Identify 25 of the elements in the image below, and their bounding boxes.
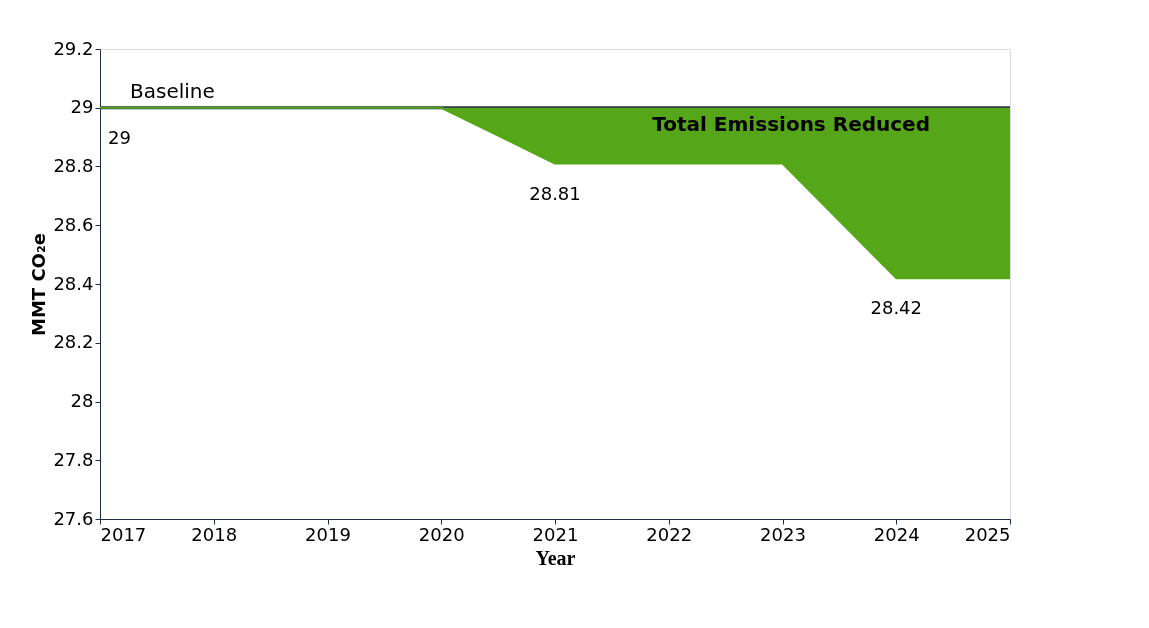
y-tick-label: 29.2 [53,37,94,59]
data-label: 29 [108,126,131,148]
data-label: 28.81 [529,182,581,204]
data-label: 28.42 [870,297,923,319]
x-tick-label: 2025 [964,523,1011,545]
y-tick-label: 28.2 [53,331,94,353]
y-tick-label: 27.6 [53,507,94,529]
y-tick-label: 28.8 [53,155,94,176]
annotation: Total Emissions Reduced [652,112,930,136]
y-axis-title: MMT CO₂e [28,233,50,336]
x-tick-label: 2022 [646,523,693,545]
x-tick-label: 2023 [760,523,806,545]
x-axis-title: Year [535,546,576,569]
x-tick-label: 2018 [191,523,238,545]
series-label: Baseline [130,78,215,103]
x-tick-label: 2020 [418,523,465,545]
x-tick-label: 2024 [873,523,920,545]
x-tick-label: 2019 [305,523,351,545]
y-tick-label: 28 [70,390,94,411]
y-tick-label: 28.4 [53,272,94,294]
x-tick-label: 2021 [532,523,579,545]
x-tick-label: 2017 [100,523,147,545]
y-tick-label: 29 [70,96,94,118]
y-tick-label: 27.8 [53,448,94,470]
y-tick-label: 28.6 [53,213,94,235]
